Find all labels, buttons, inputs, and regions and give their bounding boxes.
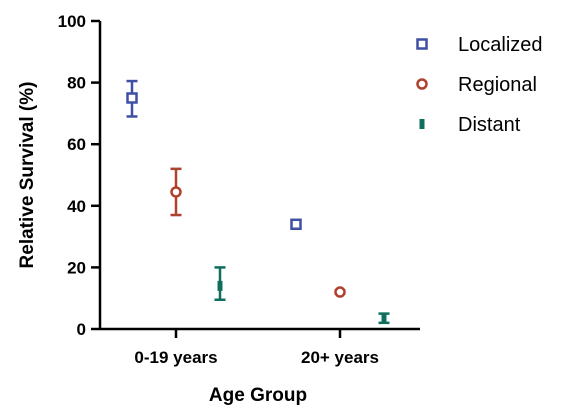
data-point: [126, 92, 138, 104]
legend-item-distant: Distant: [419, 114, 521, 136]
y-tick-label: 60: [67, 135, 86, 154]
data-point: [290, 218, 302, 231]
x-tick-label: 0-19 years: [134, 348, 217, 367]
series-distant: [214, 266, 390, 325]
y-tick-label: 100: [58, 12, 86, 31]
legend: Localized Regional Distant: [416, 34, 543, 136]
y-axis-title: Relative Survival (%): [17, 82, 38, 269]
data-point: [381, 313, 387, 324]
legend-label: Regional: [458, 74, 537, 96]
y-tick-label: 80: [67, 74, 86, 93]
y-tick-label: 0: [77, 320, 86, 339]
data-point: [334, 286, 346, 298]
x-tick-label: 20+ years: [301, 348, 379, 367]
legend-marker: [416, 78, 428, 90]
data-point: [170, 186, 182, 198]
data-point: [217, 280, 223, 291]
y-tick-label: 40: [67, 197, 86, 216]
y-tick-label: 20: [67, 258, 86, 277]
legend-item-regional: Regional: [416, 74, 537, 96]
legend-marker: [416, 38, 428, 50]
legend-item-localized: Localized: [416, 34, 543, 56]
series-localized: [126, 79, 302, 231]
x-axis-title: Age Group: [209, 385, 307, 406]
legend-marker: [419, 119, 425, 129]
series-regional: [170, 167, 346, 298]
legend-label: Distant: [458, 114, 521, 136]
series-layer: [126, 79, 390, 325]
legend-label: Localized: [458, 34, 543, 56]
axes: 0 20 40 60 80 100 0-19 years 20+ years Age Group…: [17, 12, 420, 406]
